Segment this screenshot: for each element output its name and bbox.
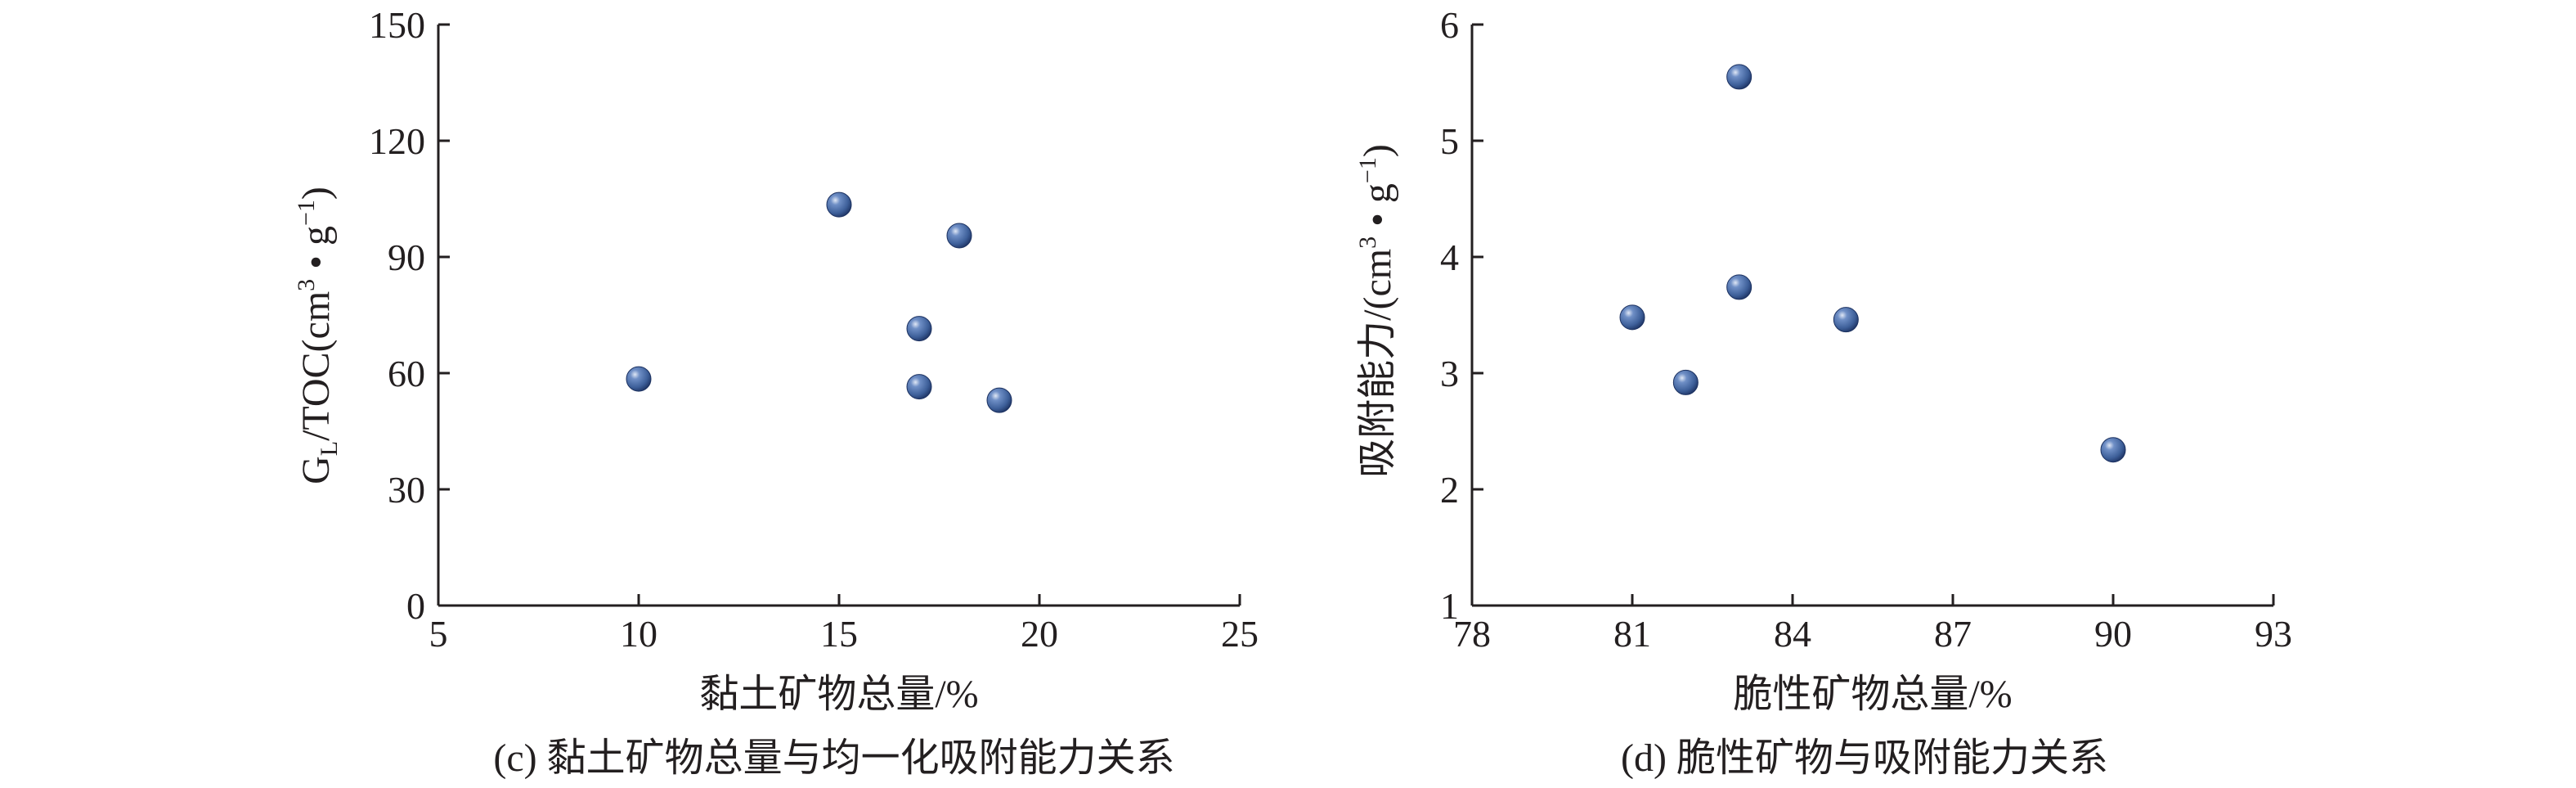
chart-c-axes <box>437 25 1240 607</box>
chart-c-data-point <box>986 387 1012 413</box>
chart-d-points <box>1619 64 2126 463</box>
chart-d-y-tick-label: 3 <box>1440 353 1459 394</box>
chart-c-ylabel-g: G <box>294 456 338 484</box>
chart-d-data-point <box>1833 307 1859 333</box>
chart-d-x-tick-label: 78 <box>1453 613 1491 655</box>
chart-d-data-point <box>1726 64 1752 90</box>
chart-c-y-tick-label: 90 <box>388 236 425 278</box>
chart-c-data-point <box>906 374 932 400</box>
chart-c-caption: (c) 黏土矿物总量与均一化吸附能力关系 <box>493 736 1174 780</box>
chart-d-data-point <box>2100 437 2126 463</box>
chart-d-ylabel-pre: 吸附能力/(cm <box>1356 249 1399 478</box>
chart-c-y-tick-label: 0 <box>406 585 425 627</box>
chart-d-y-ticks: 1 2 3 4 5 6 <box>1440 4 1483 627</box>
chart-c-ylabel-mid: /TOC(cm <box>294 291 338 441</box>
chart-d-y-tick-label: 4 <box>1440 236 1459 278</box>
chart-d-axes <box>1470 25 2273 607</box>
chart-c-ylabel-sup3: 3 <box>293 279 320 291</box>
chart-d-ylabel-sup3: 3 <box>1354 236 1381 249</box>
chart-d-x-tick-label: 93 <box>2255 613 2292 655</box>
chart-c-y-tick-label: 60 <box>388 353 425 394</box>
chart-c-y-axis-title: GL/TOC(cm3 • g−1) <box>293 187 343 484</box>
chart-c-x-ticks: 5 10 15 20 25 <box>429 594 1259 655</box>
chart-d-data-point <box>1619 304 1645 331</box>
chart-d-ylabel-dot: • g <box>1356 183 1399 236</box>
chart-d-y-tick-label: 2 <box>1440 469 1459 511</box>
chart-c-x-tick-label: 15 <box>820 613 858 655</box>
chart-d-x-tick-label: 87 <box>1934 613 1972 655</box>
chart-d-ylabel-end: ) <box>1356 144 1399 157</box>
chart-c-y-ticks: 0 30 60 90 120 150 <box>369 4 450 627</box>
chart-d-y-tick-label: 5 <box>1440 120 1459 162</box>
chart-c-data-point <box>626 366 652 392</box>
chart-d-caption: (d) 脆性矿物与吸附能力关系 <box>1621 736 2108 780</box>
chart-d-data-point <box>1726 274 1752 300</box>
chart-c-ylabel-dot: • g <box>294 226 338 279</box>
chart-c-data-point <box>946 223 972 249</box>
chart-d-data-point <box>1672 369 1699 395</box>
chart-d-y-axis-title: 吸附能力/(cm3 • g−1) <box>1354 144 1399 478</box>
chart-d-x-tick-label: 84 <box>1774 613 1811 655</box>
chart-d-x-axis-title: 脆性矿物总量/% <box>1733 673 2012 716</box>
chart-c-ylabel-supm1: −1 <box>293 200 320 226</box>
chart-c-data-point <box>906 316 932 342</box>
chart-c-y-tick-label: 120 <box>369 120 425 162</box>
chart-panel-c: 5 10 15 20 25 0 30 60 90 120 150 黏土矿物总量/% GL/TOC(… <box>293 4 1259 780</box>
chart-c-x-tick-label: 25 <box>1221 613 1259 655</box>
chart-d-ylabel-supm1: −1 <box>1354 157 1381 183</box>
chart-c-ylabel-sub: L <box>316 441 343 456</box>
chart-c-x-tick-label: 10 <box>620 613 657 655</box>
chart-d-x-ticks: 78 81 84 87 90 93 <box>1453 594 2292 655</box>
chart-c-x-axis-title: 黏土矿物总量/% <box>699 673 978 716</box>
chart-c-svg: 5 10 15 20 25 0 30 60 90 120 150 黏土矿物总量/% GL/TOC(… <box>293 4 1259 780</box>
chart-c-x-tick-label: 20 <box>1021 613 1058 655</box>
chart-d-y-tick-label: 6 <box>1440 4 1459 46</box>
chart-c-x-tick-label: 5 <box>429 613 448 655</box>
chart-d-x-tick-label: 90 <box>2094 613 2132 655</box>
chart-c-data-point <box>826 191 852 218</box>
chart-c-points <box>626 191 1012 413</box>
chart-c-y-tick-label: 150 <box>369 4 425 46</box>
chart-d-y-tick-label: 1 <box>1440 585 1459 627</box>
chart-c-ylabel-end: ) <box>294 187 338 200</box>
chart-c-y-tick-label: 30 <box>388 469 425 511</box>
chart-d-x-tick-label: 81 <box>1613 613 1651 655</box>
